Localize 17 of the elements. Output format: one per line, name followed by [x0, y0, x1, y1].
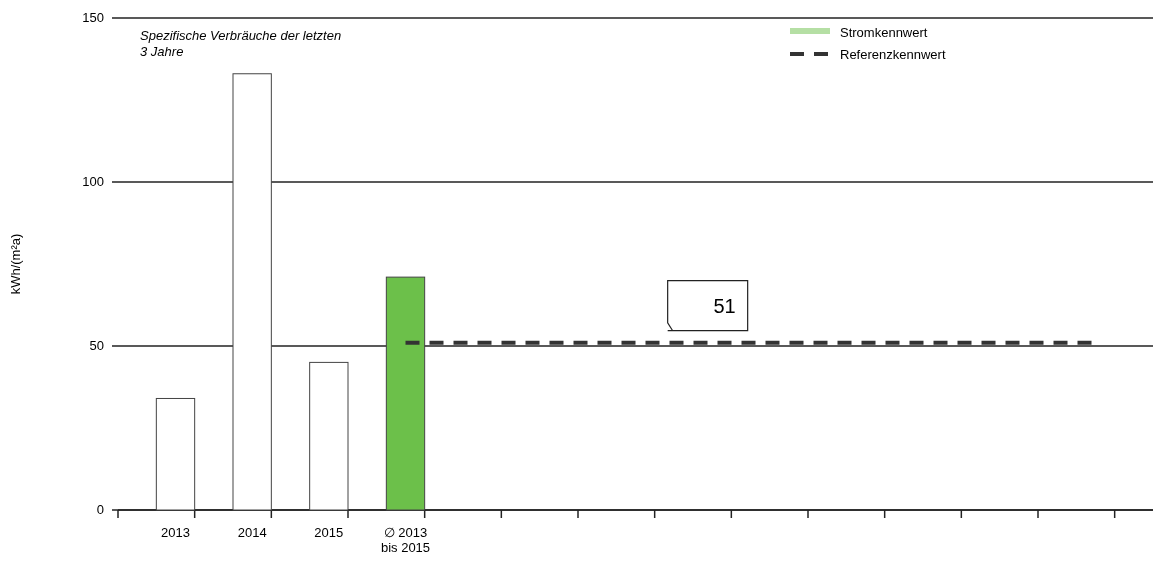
text: Spezifische Verbräuche der letzten 3 Jahre: [140, 28, 342, 59]
y-tick-label: 0: [96, 502, 104, 517]
bar: [385, 276, 426, 511]
bar: [155, 397, 196, 511]
x-tick-label: 2013: [161, 525, 190, 540]
y-axis-title: kWh/(m²a): [8, 233, 23, 295]
y-tick-label: 150: [82, 10, 104, 25]
y-tick-label: 100: [82, 174, 104, 189]
legend-label: Stromkennwert: [840, 25, 928, 40]
x-tick-label: ∅ 2013 bis 2015: [380, 525, 431, 555]
y-tick-label: 50: [89, 338, 104, 353]
x-tick-label: 2014: [237, 525, 267, 540]
x-tick-label: 2015: [314, 525, 344, 540]
bar: [232, 73, 272, 511]
bar: [309, 361, 349, 511]
legend-label: Referenzkennwert: [840, 47, 946, 62]
annotation: 51: [713, 294, 736, 317]
